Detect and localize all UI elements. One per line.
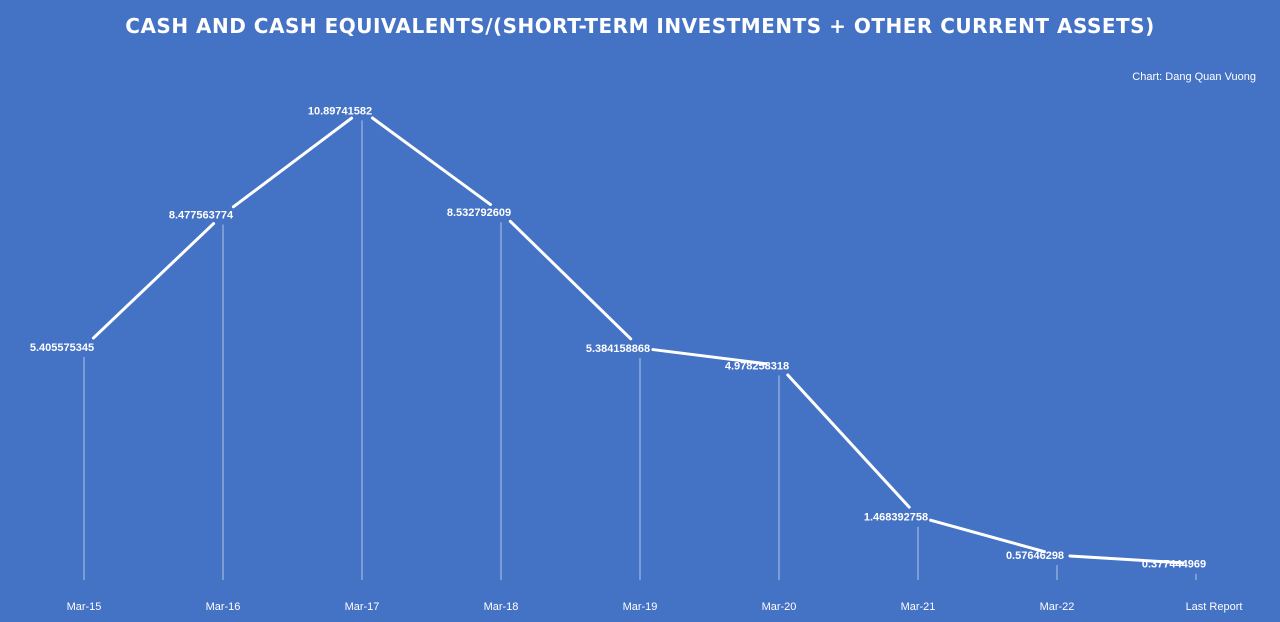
x-tick-label: Mar-22 — [1040, 601, 1075, 613]
x-tick-label: Mar-19 — [623, 601, 658, 613]
data-label: 8.477563774 — [169, 210, 234, 222]
series-line-segment — [786, 373, 911, 509]
x-tick-label: Last Report — [1186, 601, 1243, 613]
series-line-group — [91, 116, 1185, 565]
series-line-segment — [370, 116, 493, 207]
series-line-segment — [508, 219, 633, 341]
series-line-segment — [1068, 554, 1185, 565]
data-label: 0.57646298 — [1006, 550, 1064, 562]
data-label: 0.377444969 — [1142, 559, 1206, 571]
data-labels: 5.405575345 8.477563774 10.89741582 8.53279… — [30, 105, 1206, 570]
chart-title: CASH AND CASH EQUIVALENTS/(SHORT-TERM IN… — [125, 14, 1154, 38]
series-line-segment — [231, 116, 354, 209]
series-line-segment — [91, 222, 216, 340]
data-label: 5.405575345 — [30, 342, 94, 354]
x-tick-label: Mar-15 — [67, 601, 102, 613]
data-label: 10.89741582 — [308, 105, 372, 117]
x-tick-label: Mar-18 — [484, 601, 519, 613]
data-label: 1.468392758 — [864, 512, 928, 524]
data-label: 5.384158868 — [586, 343, 650, 355]
x-tick-label: Mar-17 — [345, 601, 380, 613]
series-line-segment — [651, 348, 768, 366]
data-label: 4.978258318 — [725, 360, 789, 372]
series-line-segment — [929, 518, 1046, 554]
drop-lines — [83, 120, 1197, 580]
x-axis-tick-labels: Mar-15 Mar-16 Mar-17 Mar-18 Mar-19 Mar-20 Mar-… — [67, 601, 1243, 613]
x-tick-label: Mar-21 — [901, 601, 936, 613]
x-tick-label: Mar-20 — [762, 601, 797, 613]
chart-credit: Chart: Dang Quan Vuong — [1132, 71, 1256, 83]
data-label: 8.532792609 — [447, 207, 511, 219]
x-tick-label: Mar-16 — [206, 601, 241, 613]
